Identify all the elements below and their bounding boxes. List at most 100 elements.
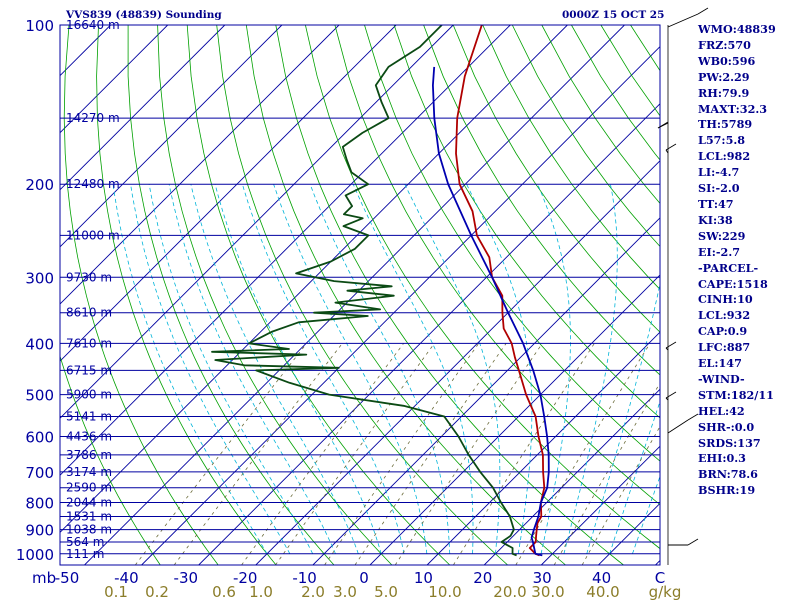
index-item: CAP:0.9 — [698, 324, 748, 339]
mixing-ratio-tick-label: 10.0 — [428, 583, 461, 600]
index-item: TH:5789 — [698, 117, 753, 132]
dry-adiabat-line — [157, 25, 393, 565]
profile-lines — [211, 25, 550, 557]
index-item: KI:38 — [698, 212, 733, 227]
height-label: 1038 m — [66, 523, 112, 537]
isotherm-line — [0, 25, 54, 565]
isotherm-line — [60, 25, 340, 305]
wind-barb-flag — [657, 121, 669, 129]
isotherm-line — [60, 25, 169, 134]
isotherm-line — [60, 25, 568, 534]
wind-barb — [667, 419, 689, 434]
temperature-tick-label: -50 — [55, 569, 80, 587]
isotherm-line — [369, 274, 660, 565]
pressure-tick-label: 1000 — [16, 546, 54, 564]
moist-adiabat-line — [586, 281, 660, 554]
index-item: BSHR:19 — [698, 483, 756, 498]
chart-timestamp: 0000Z 15 OCT 25 — [562, 9, 665, 21]
wind-barb — [665, 149, 669, 154]
dry-adiabat-line — [511, 25, 660, 248]
height-label: 3174 m — [66, 465, 112, 479]
height-label: 7610 m — [66, 336, 112, 350]
dry-adiabat-line — [482, 25, 660, 290]
index-item: PW:2.29 — [698, 69, 750, 84]
y-axis-unit-label: mb — [32, 569, 56, 587]
temperature-tick-label: 20 — [473, 569, 492, 587]
mixing-ratio-tick-label: 0.6 — [212, 583, 236, 600]
height-label: 2590 m — [66, 481, 112, 495]
mixing-ratio-tick-label: 0.2 — [145, 583, 169, 600]
index-item: -WIND- — [698, 371, 745, 386]
mixing-ratio-line — [134, 343, 308, 565]
pressure-tick-label: 700 — [25, 464, 54, 482]
height-label: 8610 m — [66, 306, 112, 320]
mixing-ratio-line — [354, 343, 507, 565]
index-item: SI:-2.0 — [698, 181, 740, 196]
height-label: 5141 m — [66, 410, 112, 424]
wind-barb-flag — [687, 538, 699, 546]
isotherm-line — [60, 25, 397, 362]
index-item: EI:-2.7 — [698, 244, 740, 259]
moist-adiabat-line — [352, 184, 474, 554]
dry-adiabat-line — [63, 25, 219, 565]
temperature-tick-label: -20 — [233, 569, 258, 587]
isotherm-line — [540, 445, 660, 565]
wind-barb-flag — [665, 391, 677, 399]
index-item: SRDS:137 — [698, 435, 761, 450]
pressure-tick-label: 500 — [25, 387, 54, 405]
index-item: L57:5.8 — [698, 133, 746, 148]
wind-barb — [667, 13, 699, 28]
dry-adiabat-line — [275, 25, 624, 565]
index-item: TT:47 — [698, 196, 734, 211]
chart-title: VVS839 (48839) Sounding — [66, 9, 222, 21]
temperature-tick-label: -30 — [174, 569, 199, 587]
indices-panel: WMO:48839 FRZ:570 WB0:596 PW:2.29 RH:79.9 MAX… — [698, 22, 798, 499]
mixing-ratio-tick-label: 2.0 — [301, 583, 325, 600]
index-item: FRZ:570 — [698, 37, 751, 52]
temperature-tick-label: 10 — [414, 569, 433, 587]
mixing-ratio-tick-label: 30.0 — [531, 583, 564, 600]
wind-barb — [665, 347, 669, 351]
temperature-tick-label: 40 — [592, 569, 611, 587]
wind-barb-flag — [665, 143, 677, 151]
index-item: SW:229 — [698, 228, 746, 243]
pressure-tick-label: 100 — [25, 17, 54, 35]
height-label: 11000 m — [66, 228, 120, 242]
dry-adiabat-line — [186, 25, 451, 565]
index-item: LI:-4.7 — [698, 165, 740, 180]
isotherm-line — [84, 25, 625, 565]
height-label: 1531 m — [66, 510, 112, 524]
temperature-tick-label: -40 — [114, 569, 139, 587]
temperature-tick-label: 30 — [533, 569, 552, 587]
isotherm-line — [141, 45, 660, 565]
height-label: 3786 m — [66, 448, 112, 462]
mixing-ratio-tick-label: 3.0 — [333, 583, 357, 600]
series-parcel — [431, 66, 550, 557]
dry-adiabat-line — [96, 25, 277, 565]
temperature-tick-label: -10 — [292, 569, 317, 587]
mixing-ratio-tick-label: 1.0 — [249, 583, 273, 600]
pressure-tick-label: 800 — [25, 495, 54, 513]
dry-adiabat-line — [334, 25, 660, 506]
height-label: 9730 m — [66, 270, 112, 284]
index-item: BRN:78.6 — [698, 467, 758, 482]
wind-barbs — [657, 7, 709, 565]
height-label: 6715 m — [66, 363, 112, 377]
index-item: LCL:932 — [698, 308, 751, 323]
series-dew-point — [211, 25, 517, 557]
mixing-ratio-line — [173, 343, 343, 565]
index-item: LCL:982 — [698, 149, 751, 164]
wind-barb-flag — [687, 413, 699, 421]
temperature-tick-label: 0 — [359, 569, 369, 587]
height-label: 12480 m — [66, 177, 120, 191]
height-label: 5900 m — [66, 388, 112, 402]
plot-frame — [59, 24, 661, 566]
index-item: LFC:887 — [698, 340, 751, 355]
isotherm-line — [60, 25, 226, 191]
wind-barb-flag — [665, 341, 677, 349]
dry-adiabat-line — [305, 25, 660, 550]
pressure-tick-label: 300 — [25, 269, 54, 287]
isotherm-line — [255, 160, 660, 565]
